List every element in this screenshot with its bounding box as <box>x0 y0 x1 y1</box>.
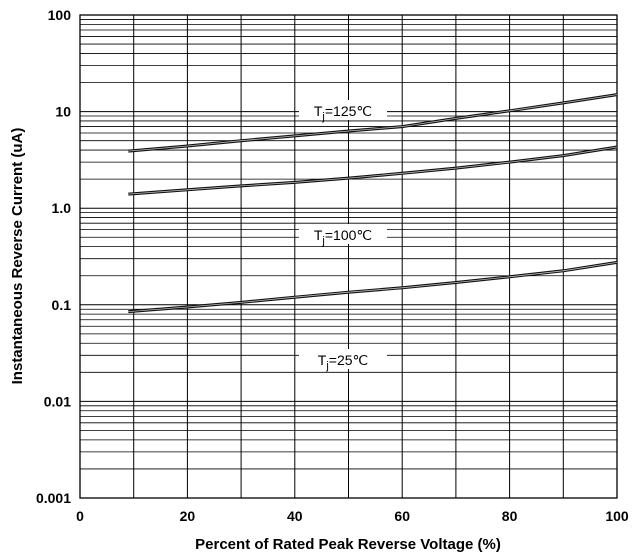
x-tick-label: 60 <box>394 508 410 524</box>
series-layer <box>128 93 618 314</box>
temperature-label: Tj=25℃ <box>299 349 387 372</box>
temperature-label-text: Tj=100℃ <box>314 227 372 247</box>
y-tick-label: 0.001 <box>36 490 71 506</box>
y-tick-label: 0.1 <box>52 297 72 313</box>
label-background <box>299 100 387 120</box>
temperature-label: Tj=125℃ <box>299 100 387 123</box>
plot-frame <box>79 14 618 499</box>
series-line <box>128 145 618 196</box>
x-tick-label: 100 <box>605 508 629 524</box>
tick-labels: 0 20 40 60 80 100 100 10 1.0 0.1 0.01 0.001 <box>36 7 629 524</box>
y-tick-label: 100 <box>48 7 72 23</box>
label-background <box>299 349 387 369</box>
x-tick-label: 20 <box>180 508 196 524</box>
y-tick-label: 1.0 <box>52 200 72 216</box>
y-tick-label: 10 <box>55 104 71 120</box>
x-tick-label: 40 <box>287 508 303 524</box>
temperature-label: Tj=100℃ <box>299 224 387 247</box>
y-axis-title: Instantaneous Reverse Current (uA) <box>9 128 26 385</box>
label-background <box>299 224 387 244</box>
series-line-inner <box>128 262 618 312</box>
x-axis-title: Percent of Rated Peak Reverse Voltage (%… <box>195 536 501 553</box>
series-line-inner <box>128 94 618 152</box>
x-tick-label: 0 <box>76 508 84 524</box>
y-tick-label: 0.01 <box>44 393 71 409</box>
annotation-layer: Tj=125℃ Tj=100℃ Tj=25℃ <box>299 100 387 372</box>
grid <box>80 15 617 498</box>
temperature-label-text: Tj=25℃ <box>318 352 369 372</box>
temperature-label-text: Tj=125℃ <box>314 103 372 123</box>
x-tick-label: 80 <box>502 508 518 524</box>
series-line <box>128 260 618 314</box>
series-line-inner <box>128 146 618 195</box>
